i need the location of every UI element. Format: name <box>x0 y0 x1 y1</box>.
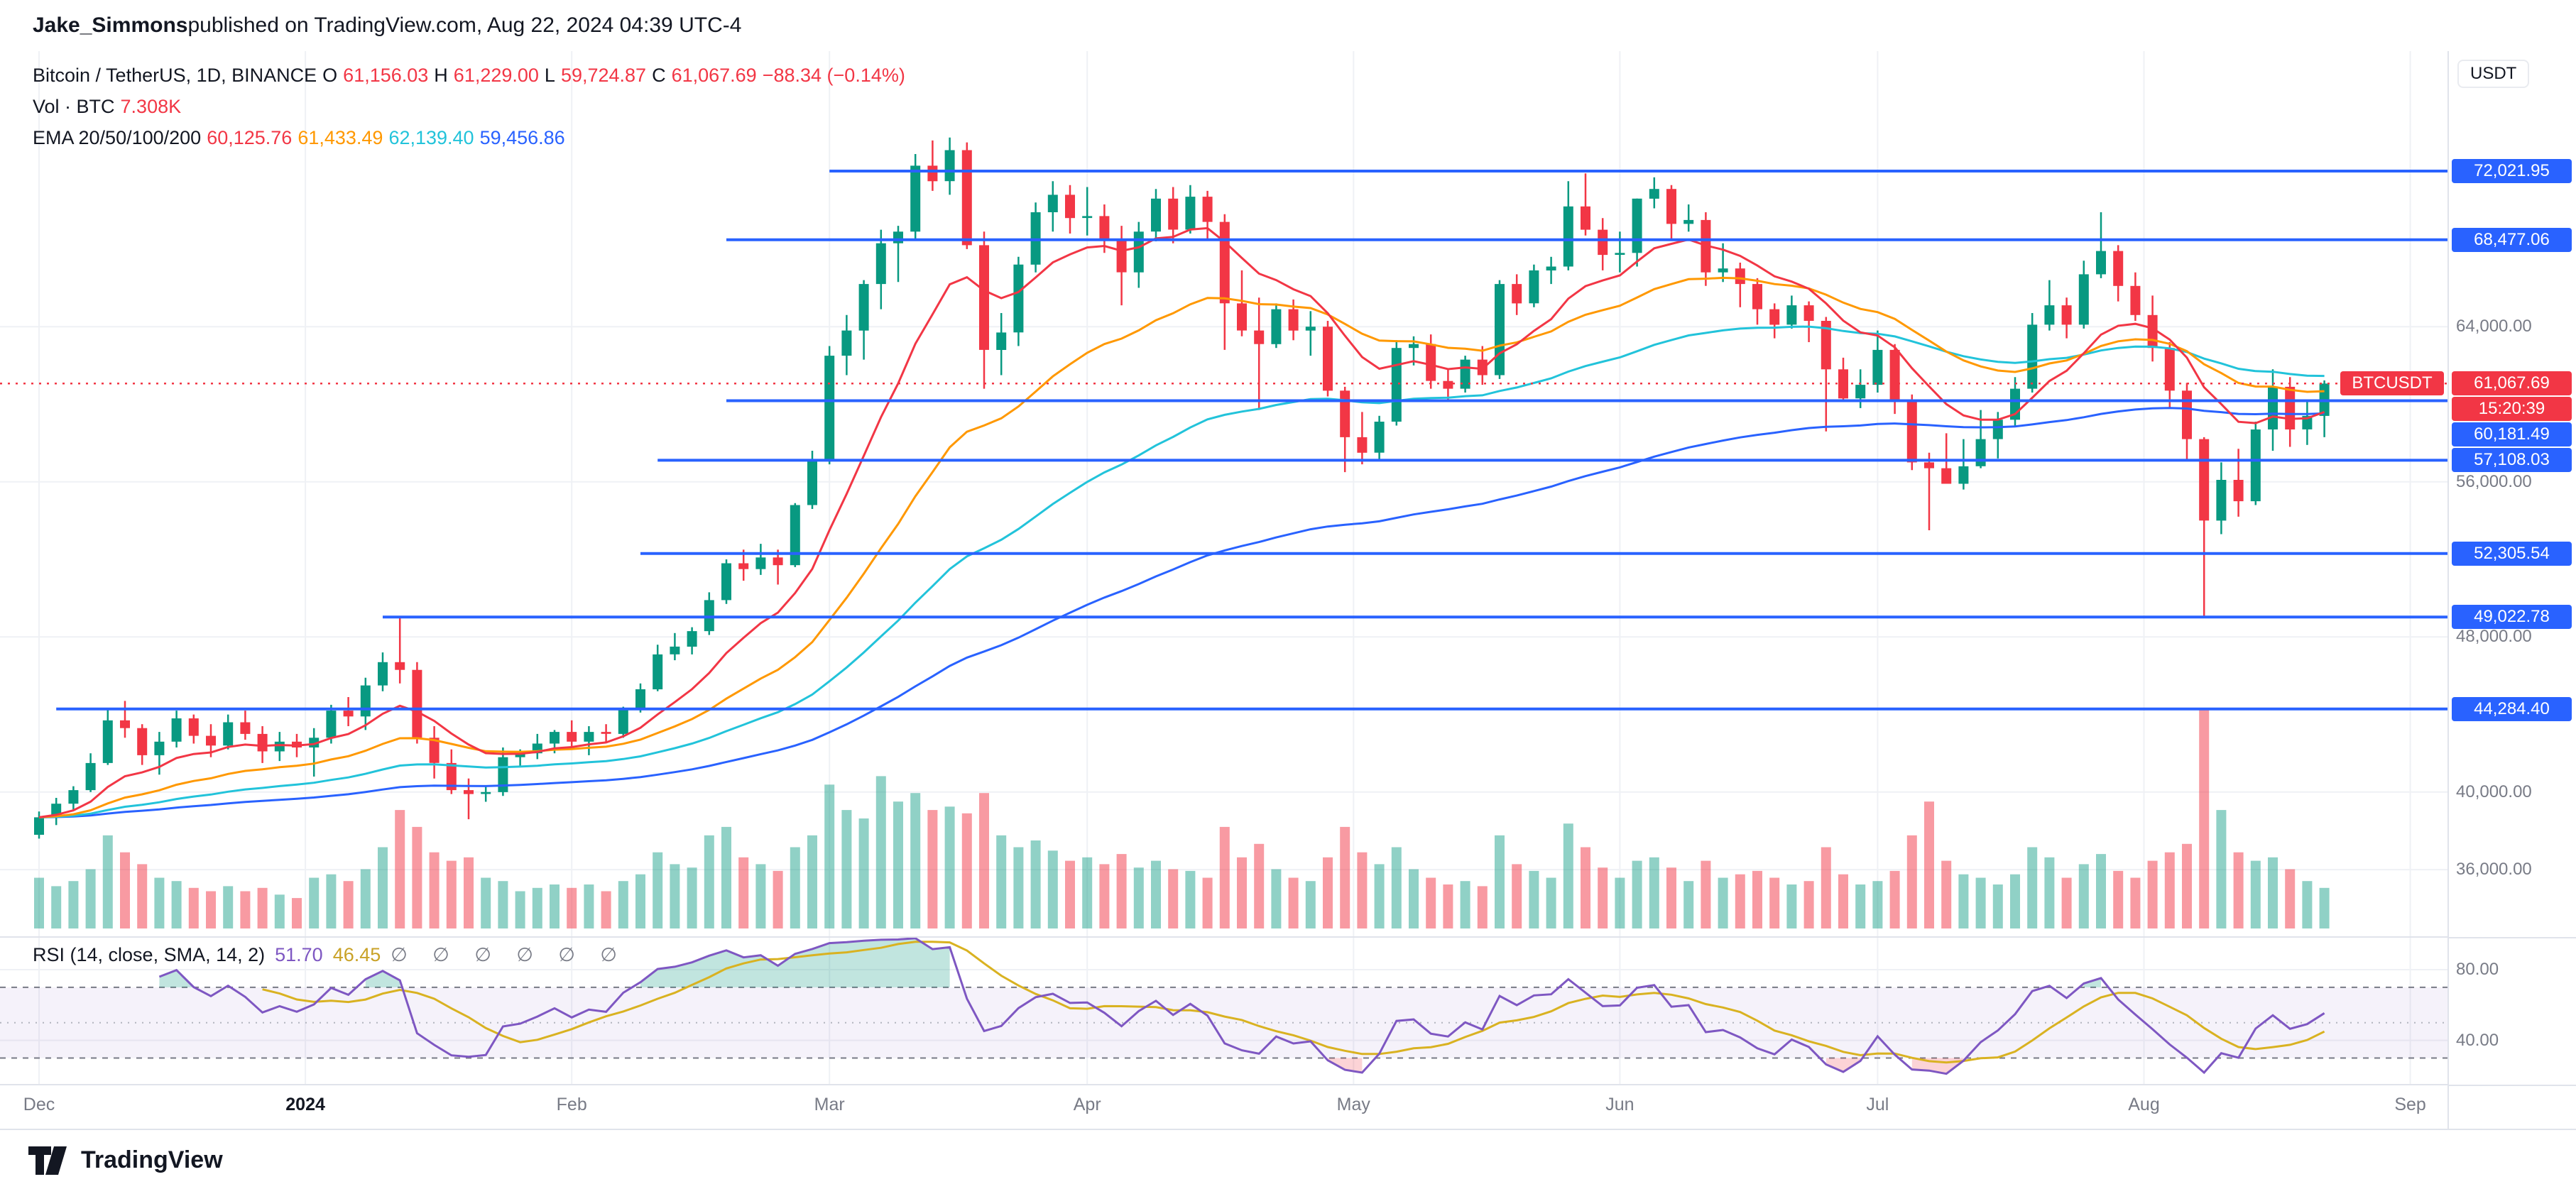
publish-info: published on TradingView.com, Aug 22, 20… <box>187 13 742 37</box>
low-label: L <box>544 65 555 86</box>
volume-label[interactable]: Vol · BTC <box>33 96 115 117</box>
time-axis-label[interactable]: 2024 <box>285 1095 325 1114</box>
level-price-badge: 57,108.03 <box>2452 448 2572 473</box>
candles-layer <box>34 137 2330 839</box>
volume-layer <box>34 708 2330 928</box>
symbol-title[interactable]: Bitcoin / TetherUS, 1D, BINANCE <box>33 65 317 86</box>
high-label: H <box>434 65 448 86</box>
high-value: 61,229.00 <box>453 65 539 86</box>
ema200-value: 59,456.86 <box>479 127 565 148</box>
volume-row: Vol · BTC 7.308K <box>33 91 911 122</box>
chart-legend: Bitcoin / TetherUS, 1D, BINANCE O 61,156.0… <box>33 60 911 153</box>
tradingview-logo-icon[interactable] <box>28 1146 70 1175</box>
current-price-badge: 61,067.69 <box>2452 371 2572 396</box>
rsi-layer <box>0 937 2447 1075</box>
time-axis-label[interactable]: Jun <box>1605 1095 1634 1114</box>
price-grid-label: 36,000.00 <box>2456 860 2532 880</box>
header: Jake_Simmons published on TradingView.co… <box>0 0 2576 51</box>
bar-countdown-badge: 15:20:39 <box>2452 397 2572 422</box>
rsi-divergence-badges: ∅ ∅ ∅ ∅ ∅ ∅ <box>391 944 627 965</box>
ema-label[interactable]: EMA 20/50/100/200 <box>33 127 202 148</box>
ema20-value: 60,125.76 <box>207 127 293 148</box>
ema-layer <box>38 226 2325 818</box>
price-grid-label: 48,000.00 <box>2456 627 2532 647</box>
separators <box>0 936 2576 1085</box>
rsi-label[interactable]: RSI (14, close, SMA, 14, 2) <box>33 944 266 965</box>
level-price-badge: 72,021.95 <box>2452 159 2572 183</box>
current-symbol-tag: BTCUSDT <box>2340 371 2444 396</box>
axis-separator <box>2449 1085 2576 1086</box>
close-label: C <box>652 65 666 86</box>
brand-name[interactable]: TradingView <box>81 1146 223 1173</box>
level-price-badge: 44,284.40 <box>2452 696 2572 721</box>
time-axis-label[interactable]: Aug <box>2128 1095 2160 1114</box>
rsi-grid-label: 80.00 <box>2456 960 2499 979</box>
ema100-value: 62,139.40 <box>388 127 474 148</box>
level-lines-layer <box>56 170 2447 711</box>
rsi-sma-value: 46.45 <box>332 944 381 965</box>
price-axis[interactable]: USDT 64,000.00 56,000.00 48,000.00 40,000.0… <box>2447 51 2576 1129</box>
level-price-badge: 52,305.54 <box>2452 541 2572 566</box>
time-axis-label[interactable]: Jul <box>1866 1095 1889 1114</box>
time-axis-label[interactable]: Sep <box>2394 1095 2426 1114</box>
volume-value: 7.308K <box>120 96 182 117</box>
open-label: O <box>322 65 338 86</box>
level-price-badge: 68,477.06 <box>2452 227 2572 252</box>
low-value: 59,724.87 <box>560 65 647 86</box>
footer: TradingView <box>0 1129 2576 1189</box>
time-axis-label[interactable]: May <box>1336 1095 1370 1114</box>
symbol-row: Bitcoin / TetherUS, 1D, BINANCE O 61,156.0… <box>33 60 911 91</box>
close-value: 61,067.69 <box>671 65 757 86</box>
level-price-badge: 60,181.49 <box>2452 422 2572 447</box>
price-grid-label: 40,000.00 <box>2456 782 2532 801</box>
grid-layer <box>0 51 2447 1085</box>
author-name: Jake_Simmons <box>33 13 188 37</box>
price-grid-label: 64,000.00 <box>2456 317 2532 336</box>
time-axis-label[interactable]: Apr <box>1073 1095 1101 1114</box>
level-price-badge: 49,022.78 <box>2452 605 2572 630</box>
time-axis-label[interactable]: Mar <box>814 1095 845 1114</box>
rsi-legend: RSI (14, close, SMA, 14, 2) 51.70 46.45 ∅ ∅… <box>33 944 637 966</box>
price-grid-label: 56,000.00 <box>2456 471 2532 491</box>
change-value: −88.34 (−0.14%) <box>762 65 905 86</box>
rsi-value: 51.70 <box>275 944 323 965</box>
time-axis-label[interactable]: Feb <box>556 1095 587 1114</box>
rsi-grid-label: 40.00 <box>2456 1030 2499 1050</box>
currency-label[interactable]: USDT <box>2457 60 2530 88</box>
ema-row: EMA 20/50/100/200 60,125.76 61,433.49 62,13… <box>33 122 911 153</box>
open-value: 61,156.03 <box>343 65 429 86</box>
ema50-value: 61,433.49 <box>298 127 383 148</box>
time-axis-label[interactable]: Dec <box>23 1095 55 1114</box>
time-axis[interactable]: Dec 2024 Feb Mar Apr May Jun Jul Aug Sep <box>0 1085 2447 1129</box>
axis-separator <box>2449 937 2576 938</box>
